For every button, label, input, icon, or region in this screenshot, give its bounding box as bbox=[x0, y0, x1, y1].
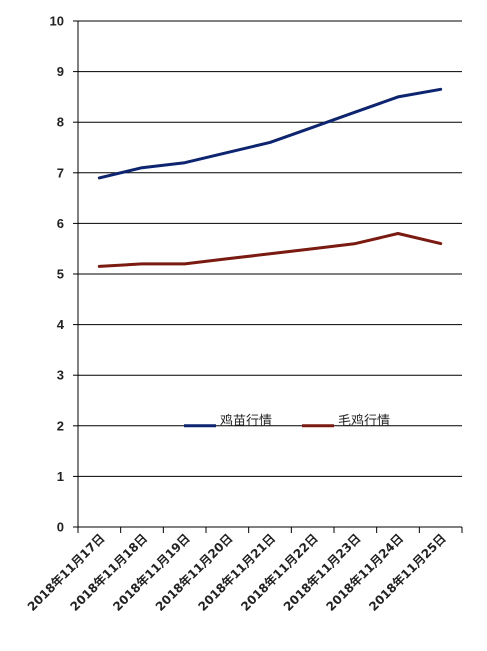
series-lines bbox=[97, 87, 443, 268]
legend-label-1: 毛鸡行情 bbox=[338, 413, 390, 429]
y-tick-label: 2 bbox=[57, 418, 64, 433]
y-tick-labels: 0 1 2 3 4 5 6 7 8 9 10 bbox=[50, 14, 65, 535]
x-tick-label: 2018年11月18日 bbox=[67, 531, 150, 614]
x-tick-label: 2018年11月22日 bbox=[237, 531, 320, 614]
x-tick-label: 2018年11月20日 bbox=[152, 531, 235, 614]
x-tick-label: 2018年11月25日 bbox=[365, 531, 448, 614]
x-tick-label: 2018年11月19日 bbox=[109, 531, 192, 614]
y-tick-label: 9 bbox=[57, 64, 64, 79]
legend-label-0: 鸡苗行情 bbox=[220, 413, 272, 429]
x-tick-label: 2018年11月17日 bbox=[24, 531, 107, 614]
series-line-0 bbox=[97, 87, 443, 180]
y-tick-label: 3 bbox=[57, 368, 64, 383]
y-tick-label: 0 bbox=[57, 520, 64, 535]
x-tick-labels: 2018年11月17日2018年11月18日2018年11月19日2018年11… bbox=[24, 531, 449, 614]
y-tick-label: 6 bbox=[57, 216, 64, 231]
y-tick-label: 7 bbox=[57, 165, 64, 180]
y-tick-label: 8 bbox=[57, 115, 64, 130]
y-tick-label: 5 bbox=[57, 267, 64, 282]
series-line-1 bbox=[97, 232, 443, 268]
legend: 鸡苗行情 毛鸡行情 bbox=[184, 413, 390, 429]
y-tick-label: 4 bbox=[57, 317, 65, 332]
y-tick-label: 1 bbox=[57, 469, 64, 484]
x-tick-label: 2018年11月21日 bbox=[195, 531, 278, 614]
x-tick-label: 2018年11月23日 bbox=[280, 531, 363, 614]
axes bbox=[73, 20, 463, 533]
x-tick-label: 2018年11月24日 bbox=[323, 531, 406, 614]
y-tick-label: 10 bbox=[50, 14, 64, 29]
gridlines bbox=[78, 20, 462, 528]
